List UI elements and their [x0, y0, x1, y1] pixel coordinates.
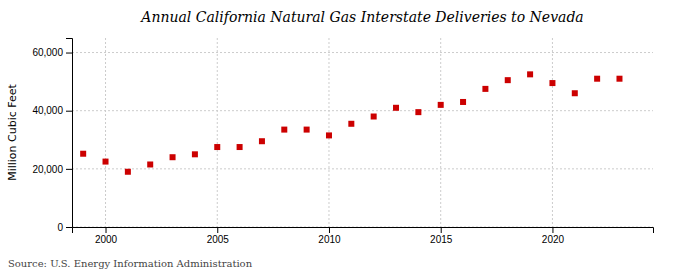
y-axis: 0 20,000 40,000 60,000	[32, 39, 72, 233]
y-tick-mark	[66, 169, 72, 170]
point	[326, 132, 332, 138]
x-tick-mark	[329, 227, 330, 233]
x-tick-label: 2000	[95, 234, 118, 245]
plot: 2000 2005 2010 2015 2020 0 20,000 40,000 60,000	[32, 38, 653, 245]
x-tick-label: 2010	[318, 234, 341, 245]
point	[527, 71, 533, 77]
point	[415, 109, 421, 115]
grid-line-x	[552, 38, 553, 227]
annotation: Source: U.S. Energy Information Administ…	[8, 258, 253, 269]
x-tick-mark	[106, 227, 107, 233]
point	[214, 144, 220, 150]
y-tick-label: 20,000	[32, 164, 63, 175]
point	[348, 121, 354, 127]
y-tick: 20,000	[32, 164, 72, 175]
y-axis-label: Million Cubic Feet	[6, 83, 19, 180]
point	[616, 76, 622, 82]
point	[147, 161, 153, 167]
grid-line-x	[217, 38, 218, 227]
point	[371, 114, 377, 120]
y-tick-mark	[66, 53, 72, 54]
point	[170, 154, 176, 160]
x-tick-mark	[441, 227, 442, 233]
y-tick-label: 0	[57, 222, 63, 233]
point	[549, 80, 555, 86]
x-tick-label: 2005	[207, 234, 230, 245]
point	[482, 86, 488, 92]
grid-line-y	[72, 110, 653, 111]
chart: 2000 2005 2010 2015 2020 0 20,000 40,000 60,000 A…	[0, 0, 675, 275]
grid	[72, 38, 653, 227]
x-axis-line	[73, 228, 654, 234]
x-tick-mark	[217, 227, 218, 233]
grid-line-y	[72, 52, 653, 53]
y-tick: 0	[57, 222, 72, 233]
point	[125, 169, 131, 175]
point	[572, 90, 578, 96]
x-tick: 2020	[542, 227, 565, 245]
y-tick-label: 60,000	[32, 47, 63, 58]
x-tick: 2010	[318, 227, 341, 245]
y-tick-label: 40,000	[32, 105, 63, 116]
point	[393, 105, 399, 111]
x-tick: 2000	[95, 227, 118, 245]
x-axis: 2000 2005 2010 2015 2020	[73, 227, 654, 245]
point	[281, 127, 287, 133]
point	[192, 151, 198, 157]
y-tick-mark	[66, 111, 72, 112]
x-tick-label: 2020	[542, 234, 565, 245]
y-tick: 60,000	[32, 47, 72, 58]
point	[80, 151, 86, 157]
grid-line-y	[72, 168, 653, 169]
y-tick-mark	[66, 227, 72, 228]
x-tick: 2005	[207, 227, 230, 245]
point	[259, 138, 265, 144]
grid-line-x	[440, 38, 441, 227]
title: Annual California Natural Gas Interstate…	[139, 9, 583, 25]
point	[460, 99, 466, 105]
y-axis-line	[66, 39, 73, 228]
x-tick-mark	[552, 227, 553, 233]
point	[304, 127, 310, 133]
y-tick: 40,000	[32, 105, 72, 116]
point	[505, 77, 511, 83]
point	[438, 102, 444, 108]
x-tick: 2015	[430, 227, 453, 245]
grid-line-x	[105, 38, 106, 227]
points	[80, 71, 622, 174]
point	[237, 144, 243, 150]
point	[594, 76, 600, 82]
x-tick-label: 2015	[430, 234, 453, 245]
point	[103, 159, 109, 165]
